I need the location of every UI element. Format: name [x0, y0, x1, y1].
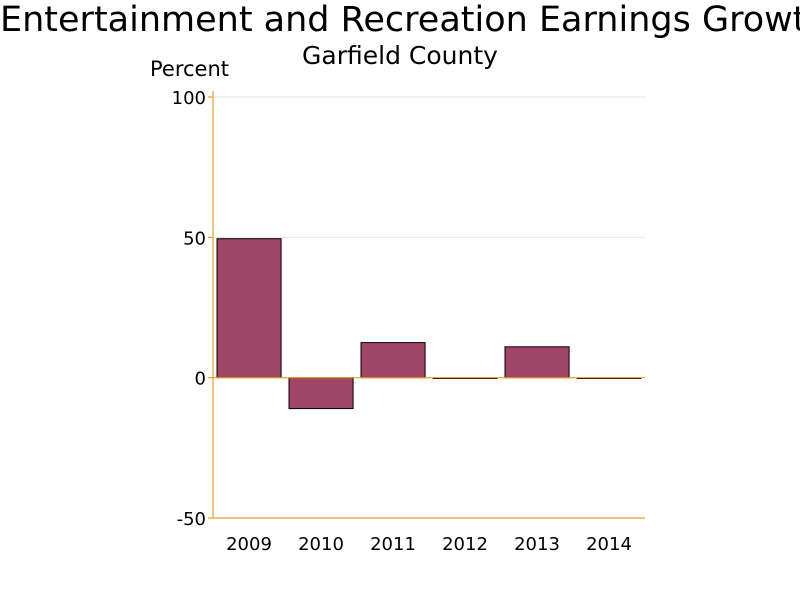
y-axis-title: Percent: [150, 57, 230, 81]
bar-2013: [504, 346, 570, 379]
grid-layer: [213, 96, 645, 238]
chart-subtitle: Garfield County: [302, 41, 498, 70]
x-tick-label-2010: 2010: [298, 534, 344, 555]
x-tick-label-2009: 2009: [226, 534, 272, 555]
chart-title: Entertainment and Recreation Earnings Gr…: [0, 0, 800, 40]
x-tick-label-2014: 2014: [586, 534, 632, 555]
bar-2009: [216, 238, 282, 379]
y-tick-label-1: 0: [195, 369, 206, 390]
bar-2011: [360, 342, 426, 379]
axis-layer: [208, 91, 645, 519]
bar-layer: [216, 238, 642, 410]
x-tick-label-2013: 2013: [514, 534, 560, 555]
x-tick-label-2011: 2011: [370, 534, 416, 555]
label-layer: -50 0 50 100 2009 2010 2011 2012 2013 2014: [172, 88, 632, 555]
bar-2010: [288, 377, 354, 410]
y-tick-label-0: -50: [177, 509, 206, 530]
y-tick-label-3: 100: [172, 88, 206, 109]
x-tick-label-2012: 2012: [442, 534, 488, 555]
y-tick-label-2: 50: [183, 228, 206, 249]
